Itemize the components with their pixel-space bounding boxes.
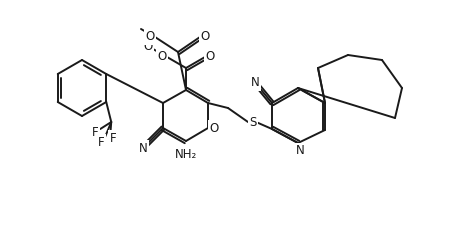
Text: N: N [295, 145, 304, 157]
Text: F: F [92, 125, 99, 139]
Text: NH₂: NH₂ [175, 149, 197, 161]
Text: O: O [145, 30, 155, 44]
Text: O: O [144, 40, 153, 52]
Text: N: N [138, 142, 147, 154]
Text: O: O [158, 51, 167, 63]
Text: F: F [98, 135, 104, 149]
Text: N: N [251, 77, 260, 89]
Text: F: F [110, 132, 116, 145]
Text: S: S [249, 116, 257, 128]
Text: O: O [209, 121, 219, 135]
Text: O: O [200, 30, 210, 44]
Text: O: O [206, 51, 215, 63]
